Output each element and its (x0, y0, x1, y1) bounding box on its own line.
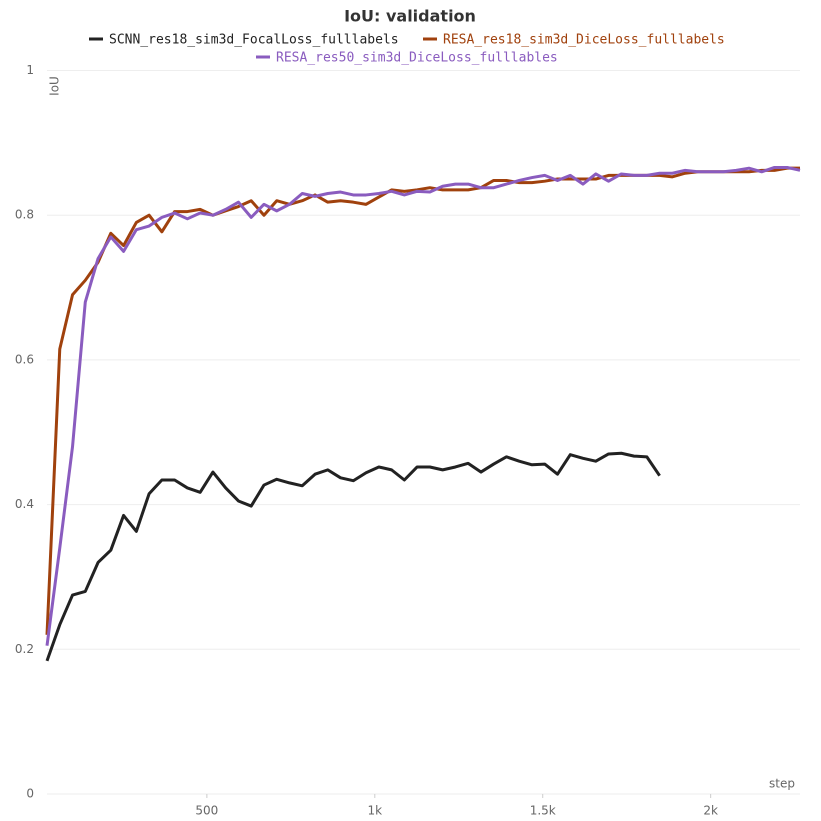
series-line (45, 165, 801, 646)
legend-label[interactable]: SCNN_res18_sim3d_FocalLoss_fulllabels (109, 33, 399, 48)
y-axis-label: IoU (48, 76, 62, 96)
y-tick-label: 0.2 (15, 642, 34, 656)
legend-label[interactable]: RESA_res18_sim3d_DiceLoss_fulllabels (443, 33, 725, 48)
y-tick-label: 0.8 (15, 208, 34, 222)
x-axis-label: step (769, 777, 795, 791)
y-tick-label: 1 (26, 63, 34, 77)
y-tick-label: 0.6 (15, 352, 34, 366)
y-tick-label: 0.4 (15, 497, 34, 511)
chart-title: IoU: validation (344, 7, 476, 26)
x-tick-label: 1k (368, 804, 383, 818)
x-tick-label: 1.5k (530, 804, 556, 818)
series-line (45, 451, 661, 662)
legend-label[interactable]: RESA_res50_sim3d_DiceLoss_fulllables (276, 51, 558, 66)
x-tick-label: 2k (703, 804, 718, 818)
x-tick-label: 500 (195, 804, 218, 818)
y-tick-label: 0 (26, 787, 34, 801)
series-line (45, 166, 800, 635)
